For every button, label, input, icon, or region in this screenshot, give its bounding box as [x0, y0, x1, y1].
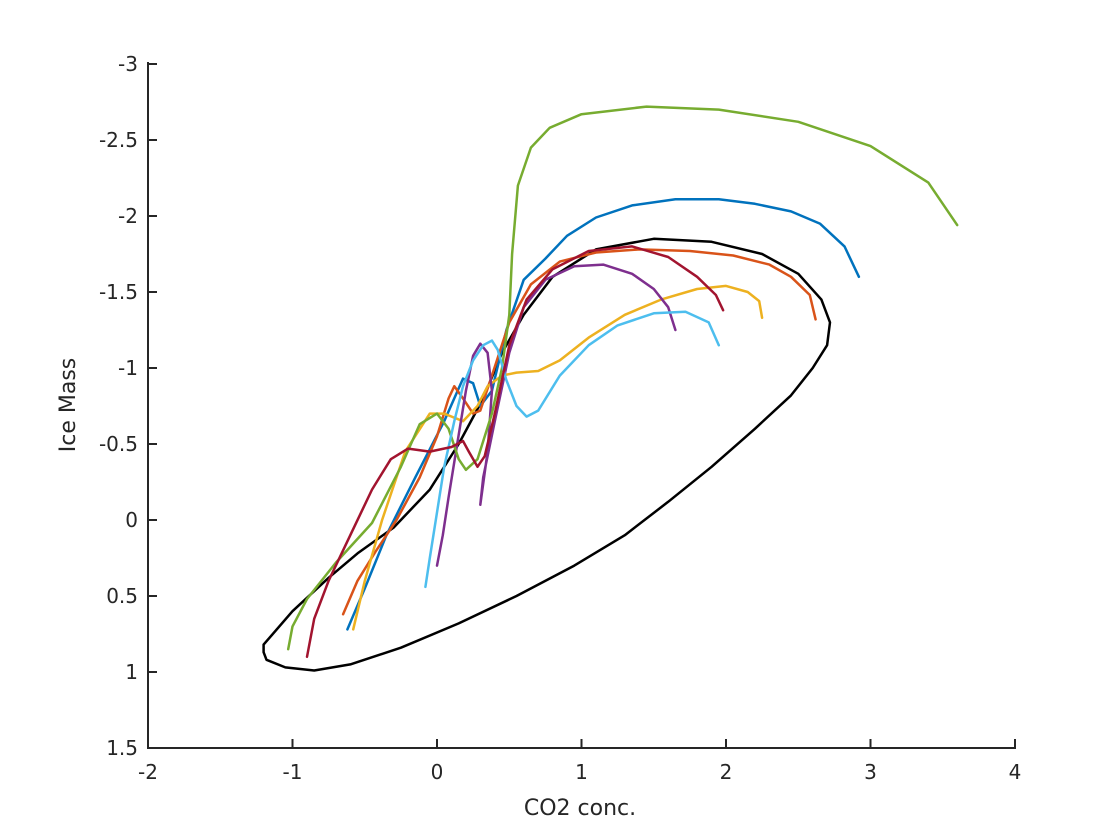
series-line-4 — [351, 284, 764, 631]
y-tick-label: 0 — [125, 508, 138, 532]
x-tick-label: 3 — [864, 760, 877, 784]
series-line-6 — [286, 105, 959, 651]
x-axis-label: CO2 conc. — [524, 796, 636, 821]
y-tick-label: 1 — [125, 660, 138, 684]
y-tick-label: 0.5 — [106, 584, 138, 608]
y-tick-label: -3 — [118, 52, 138, 76]
y-tick-label: -2.5 — [99, 128, 138, 152]
y-tick-label: -2 — [118, 204, 138, 228]
y-tick-label: -0.5 — [99, 432, 138, 456]
y-tick-label: 1.5 — [106, 736, 138, 760]
series-line-8 — [305, 245, 725, 659]
series-line-5 — [435, 263, 677, 567]
x-tick-label: -2 — [138, 760, 158, 784]
ticks: -2 -1 0 1 2 3 4 -3 -2.5 -2 -1.5 -1 -0.5 0 0.5 1 1.5 — [99, 52, 1021, 784]
series-line-3 — [341, 248, 817, 616]
x-tick-label: 1 — [575, 760, 588, 784]
y-tick-label: -1.5 — [99, 280, 138, 304]
x-tick-label: 4 — [1009, 760, 1022, 784]
y-axis-label: Ice Mass — [56, 358, 81, 453]
series-line-1 — [262, 237, 832, 672]
x-tick-label: -1 — [283, 760, 303, 784]
series-layer — [262, 105, 959, 672]
series-line-2 — [346, 198, 861, 631]
x-tick-label: 0 — [431, 760, 444, 784]
series-line-7 — [424, 310, 721, 589]
axes — [147, 62, 1016, 749]
y-tick-label: -1 — [118, 356, 138, 380]
x-tick-label: 2 — [720, 760, 733, 784]
